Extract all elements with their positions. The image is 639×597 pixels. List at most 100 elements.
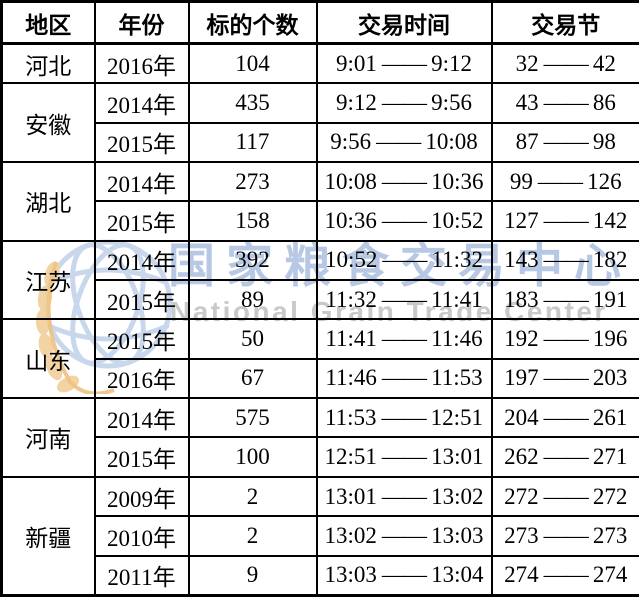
region-cell: 江苏 [0,239,96,321]
session-start: 127 [504,208,539,234]
session-end: 42 [592,50,616,76]
trade-session-cell: 192 —— 196 [490,318,639,360]
range-dash: —— [381,50,427,76]
year-cell: 2014年 [93,161,190,203]
time-start: 12:51 [324,444,377,470]
lot-count-cell: 117 [187,122,318,164]
time-start: 11:46 [325,365,377,391]
trade-time-cell: 10:52 —— 11:32 [315,239,493,282]
time-start: 9:12 [336,90,377,116]
range-dash: —— [543,326,589,352]
lot-count-cell: 67 [187,358,318,400]
table-row: 河北 2016年 104 9:01 —— 9:12 32 —— 42 [0,42,639,85]
table-row: 2015年 100 12:51 —— 13:01 262 —— 271 [2,436,639,478]
session-start: 204 [504,404,539,430]
time-start: 9:01 [336,50,377,76]
region-cell: 河北 [0,42,96,85]
session-start: 272 [504,483,539,509]
range-dash: —— [543,483,589,509]
time-end: 12:51 [430,404,484,430]
time-end: 11:41 [431,286,483,312]
table-row: 新疆 2009年 2 13:01 —— 13:02 272 —— 272 [0,475,639,597]
range-dash: —— [376,129,421,155]
time-start: 13:03 [324,562,377,588]
time-start: 13:01 [324,483,377,509]
session-start: 197 [504,365,539,391]
year-cell: 2015年 [93,436,190,478]
session-end: 261 [592,404,628,430]
table-row: 2011年 9 13:03 —— 13:04 274 —— 274 [2,555,639,597]
session-end: 182 [592,247,628,273]
session-start: 273 [504,522,539,548]
year-cell: 2015年 [93,279,190,321]
header-trade-time: 交易时间 [315,0,493,45]
range-dash: —— [543,90,589,116]
trade-time-cell: 10:36 —— 10:52 [315,200,493,242]
lot-count-cell: 2 [187,475,318,518]
trade-session-cell: 274 —— 274 [490,555,639,597]
header-year: 年份 [93,0,190,45]
year-cell: 2010年 [93,515,190,557]
time-end: 10:52 [431,208,484,234]
session-end: 191 [592,286,628,312]
range-dash: —— [381,444,427,470]
time-start: 11:32 [325,286,377,312]
trade-session-cell: 32 —— 42 [490,42,639,85]
trade-time-cell: 11:53 —— 12:51 [315,397,493,439]
range-dash: —— [381,522,427,548]
range-dash: —— [381,286,427,312]
time-start: 10:36 [324,208,377,234]
table-row: 湖北 2014年 273 10:08 —— 10:36 99 —— 126 [0,161,639,242]
year-cell: 2015年 [93,200,190,242]
trade-time-cell: 11:46 —— 11:53 [315,358,493,400]
lot-count-cell: 100 [187,436,318,478]
year-cell: 2014年 [93,397,190,439]
table-row: 2016年 67 11:46 —— 11:53 197 —— 203 [2,358,639,400]
lot-count-cell: 158 [187,200,318,242]
session-start: 183 [504,286,539,312]
header-row: 地区 年份 标的个数 交易时间 交易节 [0,0,639,45]
time-end: 13:04 [431,562,484,588]
session-start: 87 [515,129,539,155]
year-cell: 2015年 [93,122,190,164]
range-dash: —— [382,247,427,273]
trade-session-cell: 143 —— 182 [490,239,639,282]
lot-count-cell: 9 [187,555,318,597]
lot-count-cell: 50 [187,318,318,360]
time-end: 13:02 [431,483,484,509]
trade-session-cell: 204 —— 261 [490,397,639,439]
session-end: 274 [592,562,628,588]
time-end: 10:08 [425,129,478,155]
table-row: 山东 2015年 50 11:41 —— 11:46 192 —— 196 [0,318,639,400]
range-dash: —— [381,326,427,352]
range-dash: —— [543,129,589,155]
range-dash: —— [543,247,589,273]
range-dash: —— [381,168,427,194]
range-dash: —— [543,50,589,76]
time-end: 11:46 [431,326,483,352]
header-region: 地区 [0,0,96,45]
range-dash: —— [543,404,589,430]
year-cell: 2011年 [93,555,190,597]
region-cell: 新疆 [0,475,96,597]
year-cell: 2015年 [93,318,190,360]
session-end: 203 [592,365,628,391]
session-start: 43 [515,90,539,116]
session-end: 196 [592,326,628,352]
trade-time-cell: 9:56 —— 10:08 [315,122,493,164]
table-body: 河北 2016年 104 9:01 —— 9:12 32 —— 42 安徽 2014年 435 9:12… [0,42,639,597]
time-start: 9:56 [330,129,372,155]
lot-count-cell: 392 [187,239,318,282]
session-end: 273 [592,522,628,548]
trade-session-cell: 43 —— 86 [490,82,639,124]
time-end: 9:56 [431,90,472,116]
trade-time-cell: 9:01 —— 9:12 [315,42,493,85]
lot-count-cell: 89 [187,279,318,321]
range-dash: —— [543,562,589,588]
range-dash: —— [381,90,427,116]
session-end: 98 [592,129,616,155]
lot-count-cell: 273 [187,161,318,203]
table-row: 江苏 2014年 392 10:52 —— 11:32 143 —— 182 [0,239,639,321]
header-lot-count: 标的个数 [187,0,318,45]
